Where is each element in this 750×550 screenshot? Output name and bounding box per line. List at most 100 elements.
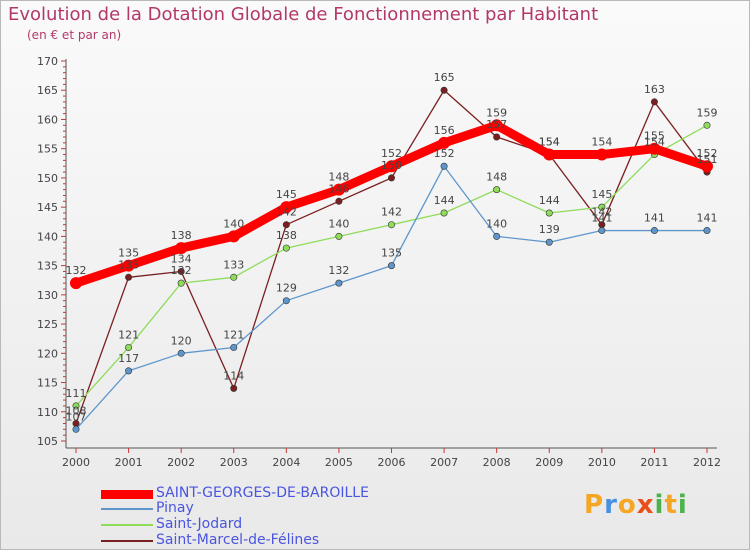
data-point — [175, 242, 188, 255]
legend-label: SAINT-GEORGES-DE-BAROILLE — [156, 485, 369, 501]
data-point — [72, 402, 80, 410]
data-label: 132 — [66, 264, 87, 277]
data-label: 133 — [118, 258, 139, 271]
x-tick-label: 2000 — [62, 456, 90, 469]
data-point — [387, 174, 395, 182]
proxiti-logo: Proxiti — [584, 490, 688, 520]
series-0 — [70, 119, 713, 290]
x-tick-label: 2005 — [325, 456, 353, 469]
data-point — [493, 133, 501, 141]
data-point — [282, 297, 290, 305]
y-tick-label: 135 — [37, 260, 58, 273]
legend-label: Saint-Marcel-de-Félines — [156, 532, 320, 548]
data-label: 140 — [486, 217, 507, 230]
logo-letter: o — [617, 490, 637, 520]
data-label: 152 — [434, 147, 455, 160]
data-label: 154 — [644, 136, 665, 149]
data-label: 163 — [644, 83, 665, 96]
data-point — [332, 183, 345, 196]
data-label: 142 — [276, 206, 297, 219]
data-label: 159 — [697, 106, 718, 119]
data-label: 154 — [539, 136, 560, 149]
data-point — [595, 148, 608, 161]
y-tick-label: 115 — [37, 377, 58, 390]
data-point — [122, 259, 135, 272]
data-point — [493, 186, 501, 194]
logo-letter: i — [677, 490, 688, 520]
data-point — [177, 279, 185, 287]
data-point — [545, 238, 553, 246]
data-label: 141 — [644, 212, 665, 225]
x-tick-label: 2010 — [588, 456, 616, 469]
data-label: 156 — [434, 124, 455, 137]
x-tick-label: 2011 — [640, 456, 668, 469]
data-point — [650, 227, 658, 235]
data-label: 154 — [591, 136, 612, 149]
data-point — [438, 136, 451, 149]
data-label: 144 — [539, 194, 560, 207]
data-point — [440, 162, 448, 170]
data-label: 107 — [66, 410, 87, 423]
data-point — [545, 209, 553, 217]
data-label: 152 — [697, 147, 718, 160]
data-label: 148 — [328, 171, 349, 184]
data-label: 138 — [276, 229, 297, 242]
series-3 — [72, 86, 711, 427]
data-label: 144 — [434, 194, 455, 207]
data-point — [230, 384, 238, 392]
x-tick-label: 2004 — [272, 456, 300, 469]
chart-title: Evolution de la Dotation Globale de Fonc… — [8, 4, 599, 25]
data-point — [598, 227, 606, 235]
data-point — [701, 160, 713, 173]
data-label: 135 — [118, 247, 139, 260]
logo-letter: i — [654, 490, 665, 520]
data-label: 138 — [171, 229, 192, 242]
data-point — [125, 273, 133, 281]
y-tick-label: 150 — [37, 172, 58, 185]
logo-letter: x — [636, 490, 655, 520]
data-point — [440, 86, 448, 94]
y-tick-label: 145 — [37, 201, 58, 214]
data-point — [335, 279, 343, 287]
y-tick-label: 120 — [37, 347, 58, 360]
y-tick-label: 165 — [37, 84, 58, 97]
data-label: 157 — [486, 118, 507, 131]
data-label: 111 — [66, 387, 87, 400]
data-point — [543, 148, 556, 161]
data-label: 108 — [66, 404, 87, 417]
data-point — [282, 244, 290, 252]
y-tick-label: 125 — [37, 318, 58, 331]
y-tick-label: 140 — [37, 230, 58, 243]
data-label: 145 — [276, 188, 297, 201]
data-label: 117 — [118, 352, 139, 365]
x-tick-label: 2007 — [430, 456, 458, 469]
y-tick-label: 110 — [37, 406, 58, 419]
data-point — [230, 343, 238, 351]
legend-swatch — [101, 524, 153, 526]
data-label: 139 — [539, 223, 560, 236]
data-point — [440, 209, 448, 217]
x-tick-label: 2002 — [167, 456, 195, 469]
legend-swatch — [101, 489, 153, 499]
x-tick-label: 2003 — [220, 456, 248, 469]
data-point — [648, 142, 661, 155]
data-label: 146 — [328, 182, 349, 195]
data-point — [490, 119, 503, 132]
data-label: 165 — [434, 71, 455, 84]
data-label: 148 — [486, 171, 507, 184]
data-point — [703, 121, 711, 129]
data-label: 132 — [328, 264, 349, 277]
x-tick-label: 2006 — [378, 456, 406, 469]
logo-letter: r — [604, 490, 618, 520]
data-point — [125, 343, 133, 351]
x-tick-label: 2008 — [483, 456, 511, 469]
y-tick-label: 130 — [37, 289, 58, 302]
data-point — [70, 277, 82, 290]
data-point — [598, 203, 606, 211]
data-label: 151 — [697, 153, 718, 166]
data-label: 142 — [381, 206, 402, 219]
legend-label: Saint-Jodard — [156, 516, 243, 532]
chart-subtitle: (en € et par an) — [27, 28, 122, 42]
